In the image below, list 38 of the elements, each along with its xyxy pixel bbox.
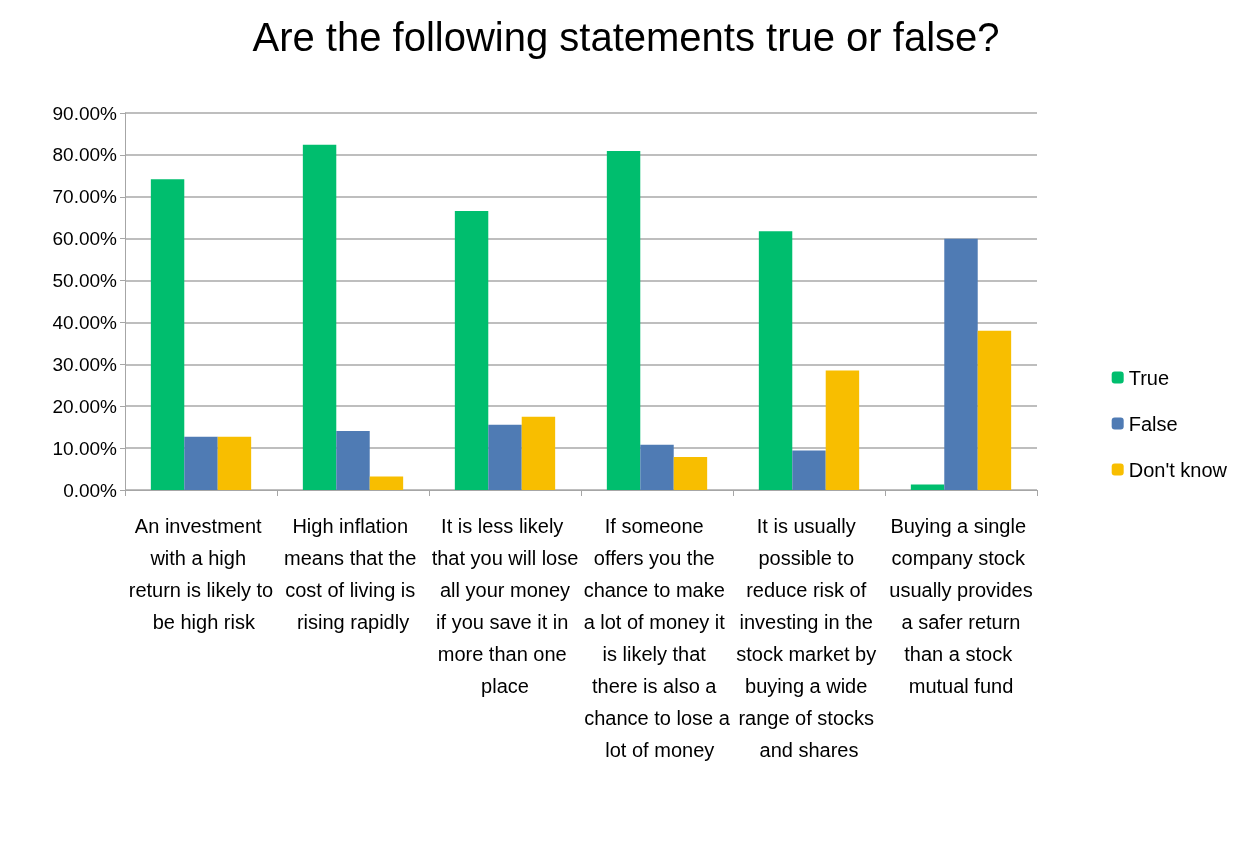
y-tick-label: 40.00%	[52, 311, 118, 333]
bar	[184, 436, 218, 490]
x-tick-label: High inflation means that the cost of living is rising rapidly	[284, 515, 422, 633]
x-tick-label: Buying a single company stock usually provides a safer return than a stock mutual fund	[889, 515, 1033, 697]
bar	[369, 476, 404, 490]
bar	[758, 231, 793, 490]
bar	[217, 436, 252, 490]
bar	[977, 330, 1012, 490]
bar	[825, 370, 860, 490]
y-tick-label: 90.00%	[52, 102, 118, 124]
bar	[521, 416, 556, 490]
legend-label: True	[1128, 366, 1170, 389]
bar	[302, 144, 337, 490]
y-tick-label: 70.00%	[52, 186, 118, 208]
y-tick-label: 10.00%	[52, 437, 118, 459]
legend-label: Don't know	[1128, 458, 1228, 481]
bar	[910, 484, 945, 490]
x-tick-label: It is usually possible to reduce risk of investing in the stock market by buying a wide range of stocks and shares	[736, 515, 882, 761]
chart-title: Are the following statements true or false?	[252, 15, 1000, 59]
y-tick-label: 80.00%	[52, 144, 118, 166]
legend-label: False	[1128, 412, 1178, 435]
bar	[944, 238, 978, 490]
bar	[150, 179, 185, 490]
y-tick-label: 60.00%	[52, 228, 118, 250]
y-tick-label: 0.00%	[63, 479, 118, 501]
bar	[454, 211, 489, 490]
y-tick-label: 50.00%	[52, 270, 118, 292]
y-tick-label: 20.00%	[52, 395, 118, 417]
bar	[673, 456, 708, 490]
bar	[792, 450, 826, 490]
bar	[606, 151, 641, 490]
x-tick-label: An investment with a high return is likely to be high risk	[128, 515, 274, 633]
x-tick-label: It is less likely that you will lose all your money if you save it in more than one place	[431, 515, 579, 697]
bar	[488, 424, 522, 490]
y-tick-label: 30.00%	[52, 353, 118, 375]
x-tick-label: If someone offers you the chance to make a lot of money it is likely that there is also a chance to lose a lot of money	[583, 515, 731, 761]
bar	[336, 430, 370, 490]
bar	[640, 444, 674, 490]
